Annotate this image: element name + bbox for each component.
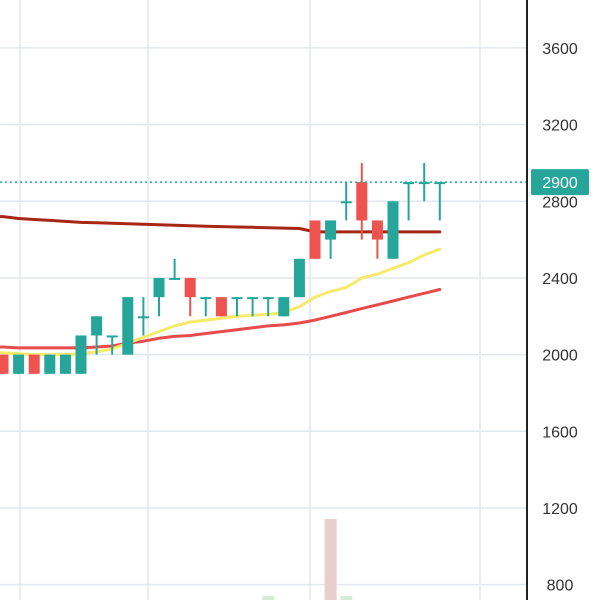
- y-tick-label: 3200: [542, 118, 578, 135]
- candle[interactable]: [153, 277, 165, 317]
- candle-body: [215, 297, 227, 317]
- grid-lines: [0, 0, 527, 600]
- y-tick-label: 3600: [542, 41, 578, 58]
- candle-body: [371, 220, 383, 240]
- y-tick-label: 2400: [542, 271, 578, 288]
- y-axis: 800 1200 1600 2000 2400 2800 3200 3600: [526, 0, 578, 600]
- candle-body: [293, 258, 305, 298]
- candle[interactable]: [44, 354, 56, 374]
- candle-body: [59, 354, 71, 374]
- candles[interactable]: [0, 162, 446, 374]
- moving-average-lines: [0, 215, 442, 357]
- candle-body: [122, 297, 134, 355]
- candle[interactable]: [309, 220, 321, 259]
- candle[interactable]: [403, 182, 415, 221]
- candle[interactable]: [215, 297, 227, 317]
- candle[interactable]: [293, 258, 305, 298]
- candle[interactable]: [0, 354, 9, 374]
- y-tick-label: 1600: [542, 424, 578, 441]
- candle[interactable]: [418, 162, 430, 202]
- candle-body: [106, 335, 118, 338]
- candle[interactable]: [356, 162, 368, 240]
- candle-body: [356, 182, 368, 221]
- candle-body: [231, 297, 243, 300]
- candle-body: [278, 297, 290, 317]
- volume-bar: [324, 519, 337, 600]
- ma-slow-line: [0, 215, 442, 234]
- candle-body: [91, 316, 103, 336]
- candle[interactable]: [184, 277, 196, 317]
- candle-body: [44, 354, 56, 374]
- y-tick-label: 2000: [542, 348, 578, 365]
- candle[interactable]: [169, 258, 181, 280]
- candle[interactable]: [59, 354, 71, 374]
- candle[interactable]: [200, 297, 212, 317]
- ma-fast-line: [0, 247, 442, 357]
- y-tick-label: 1200: [542, 501, 578, 518]
- candle[interactable]: [91, 316, 103, 355]
- volume-bar: [340, 596, 353, 600]
- candle-body: [340, 201, 352, 204]
- y-tick-label: 800: [547, 578, 574, 595]
- candle-body: [137, 316, 149, 319]
- volume-bar: [262, 596, 275, 600]
- candle-body: [434, 182, 446, 185]
- candle[interactable]: [434, 182, 446, 221]
- candle-body: [387, 201, 399, 259]
- candle[interactable]: [325, 220, 337, 259]
- candle-body: [418, 182, 430, 185]
- ma-mid-line: [0, 288, 442, 350]
- candle-body: [153, 277, 165, 298]
- candle-body: [403, 182, 415, 185]
- candle-body: [262, 297, 274, 300]
- candle[interactable]: [231, 297, 243, 317]
- price-tag-label: 2900: [542, 175, 578, 192]
- current-price-tag: 2900: [531, 169, 589, 196]
- volume-bars: [262, 519, 353, 600]
- candle-body: [0, 354, 9, 374]
- candle[interactable]: [106, 335, 118, 355]
- candle[interactable]: [137, 297, 149, 336]
- candle-body: [309, 220, 321, 259]
- candle[interactable]: [122, 297, 134, 355]
- candle[interactable]: [340, 182, 352, 221]
- candle[interactable]: [75, 335, 87, 374]
- candle-body: [200, 297, 212, 300]
- candle[interactable]: [262, 297, 274, 317]
- candle-body: [28, 354, 40, 374]
- candle-body: [169, 277, 181, 280]
- candle[interactable]: [28, 354, 40, 374]
- candle[interactable]: [387, 201, 399, 259]
- price-tag-background: [531, 169, 589, 196]
- y-tick-label: 2800: [542, 194, 578, 211]
- candle[interactable]: [371, 220, 383, 259]
- candle[interactable]: [13, 354, 25, 374]
- candle-body: [75, 335, 87, 374]
- candle[interactable]: [278, 297, 290, 317]
- candle-body: [325, 220, 337, 240]
- candle-body: [13, 354, 25, 374]
- candle[interactable]: [247, 297, 259, 317]
- candle-body: [184, 277, 196, 298]
- candle-body: [247, 297, 259, 300]
